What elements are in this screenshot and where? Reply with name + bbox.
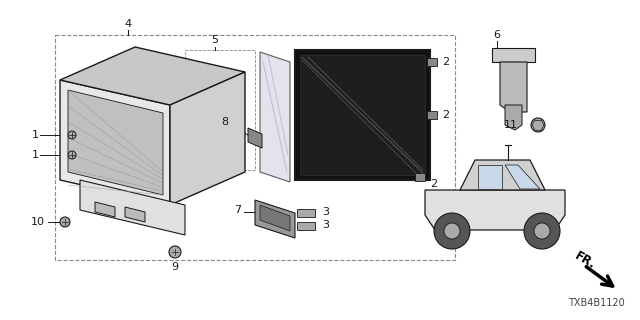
Bar <box>297 222 315 230</box>
Polygon shape <box>295 50 430 180</box>
Polygon shape <box>255 200 295 238</box>
Text: 2: 2 <box>430 179 437 189</box>
Text: 3: 3 <box>322 207 329 217</box>
Text: 11: 11 <box>504 120 518 130</box>
Polygon shape <box>492 48 535 62</box>
Polygon shape <box>248 128 262 148</box>
Bar <box>297 209 315 217</box>
Text: 1: 1 <box>31 150 38 160</box>
Polygon shape <box>505 105 522 130</box>
Circle shape <box>434 213 470 249</box>
Polygon shape <box>125 207 145 222</box>
Text: FR.: FR. <box>572 249 598 271</box>
Text: TXB4B1120: TXB4B1120 <box>568 298 625 308</box>
Text: 5: 5 <box>211 35 218 45</box>
Text: 2: 2 <box>442 110 449 120</box>
Text: 9: 9 <box>172 262 179 272</box>
Bar <box>427 58 437 66</box>
Polygon shape <box>425 190 565 230</box>
Text: 3: 3 <box>322 220 329 230</box>
Polygon shape <box>170 72 245 205</box>
Circle shape <box>68 151 76 159</box>
Text: 6: 6 <box>493 30 500 40</box>
Text: 2: 2 <box>442 57 449 67</box>
Circle shape <box>169 246 181 258</box>
Bar <box>427 111 437 119</box>
Text: 4: 4 <box>124 19 132 29</box>
Text: 7: 7 <box>234 205 241 215</box>
Polygon shape <box>68 90 163 195</box>
Text: 1: 1 <box>31 130 38 140</box>
Polygon shape <box>505 165 540 189</box>
Polygon shape <box>60 80 170 205</box>
Circle shape <box>531 118 545 132</box>
Polygon shape <box>80 180 185 235</box>
Text: 8: 8 <box>221 117 228 127</box>
Polygon shape <box>460 160 545 190</box>
Text: 10: 10 <box>31 217 45 227</box>
Polygon shape <box>260 52 290 182</box>
Bar <box>415 173 425 181</box>
Circle shape <box>534 223 550 239</box>
Polygon shape <box>300 55 425 175</box>
Circle shape <box>68 131 76 139</box>
Polygon shape <box>260 205 290 231</box>
Circle shape <box>444 223 460 239</box>
Polygon shape <box>500 62 527 112</box>
Polygon shape <box>60 47 245 105</box>
Polygon shape <box>95 202 115 217</box>
Circle shape <box>60 217 70 227</box>
Polygon shape <box>478 165 502 189</box>
Circle shape <box>524 213 560 249</box>
